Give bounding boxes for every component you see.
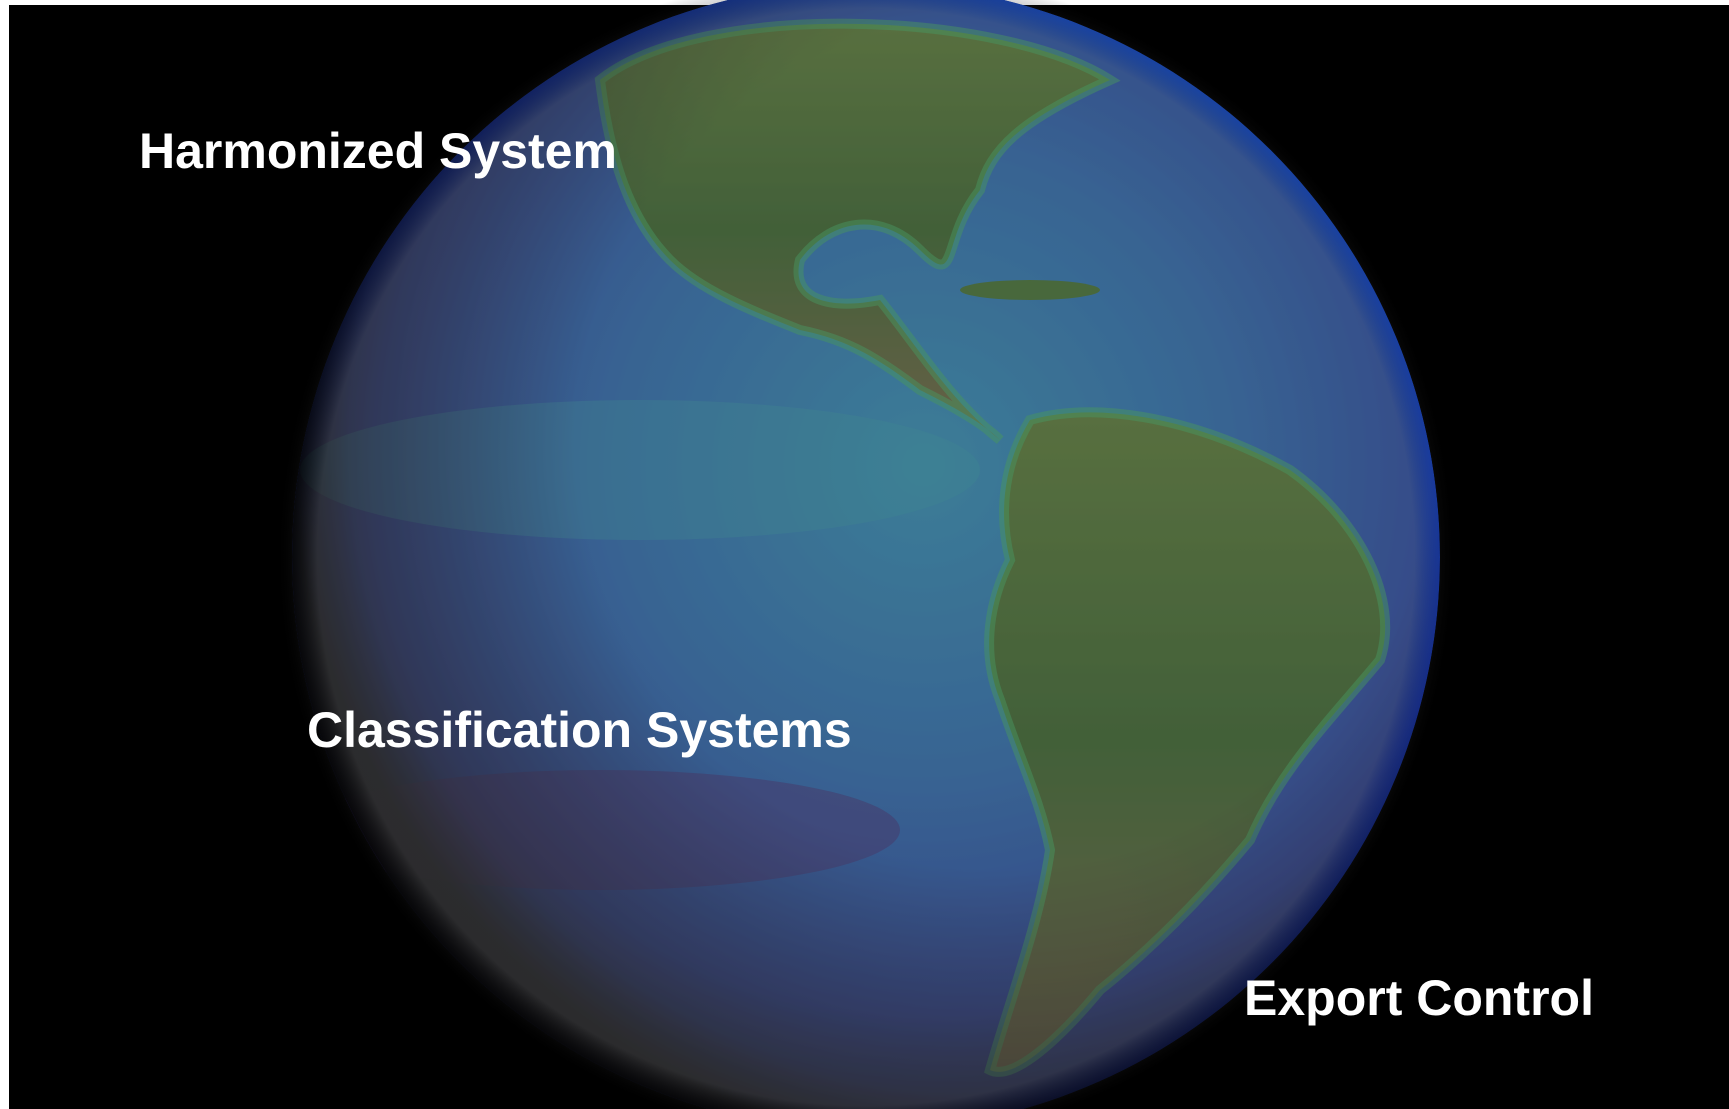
label-classification: Classification Systems <box>307 702 852 758</box>
label-export: Export Control <box>1244 970 1594 1026</box>
label-harmonized: Harmonized System <box>139 123 617 179</box>
globe-halo <box>276 0 1456 1109</box>
